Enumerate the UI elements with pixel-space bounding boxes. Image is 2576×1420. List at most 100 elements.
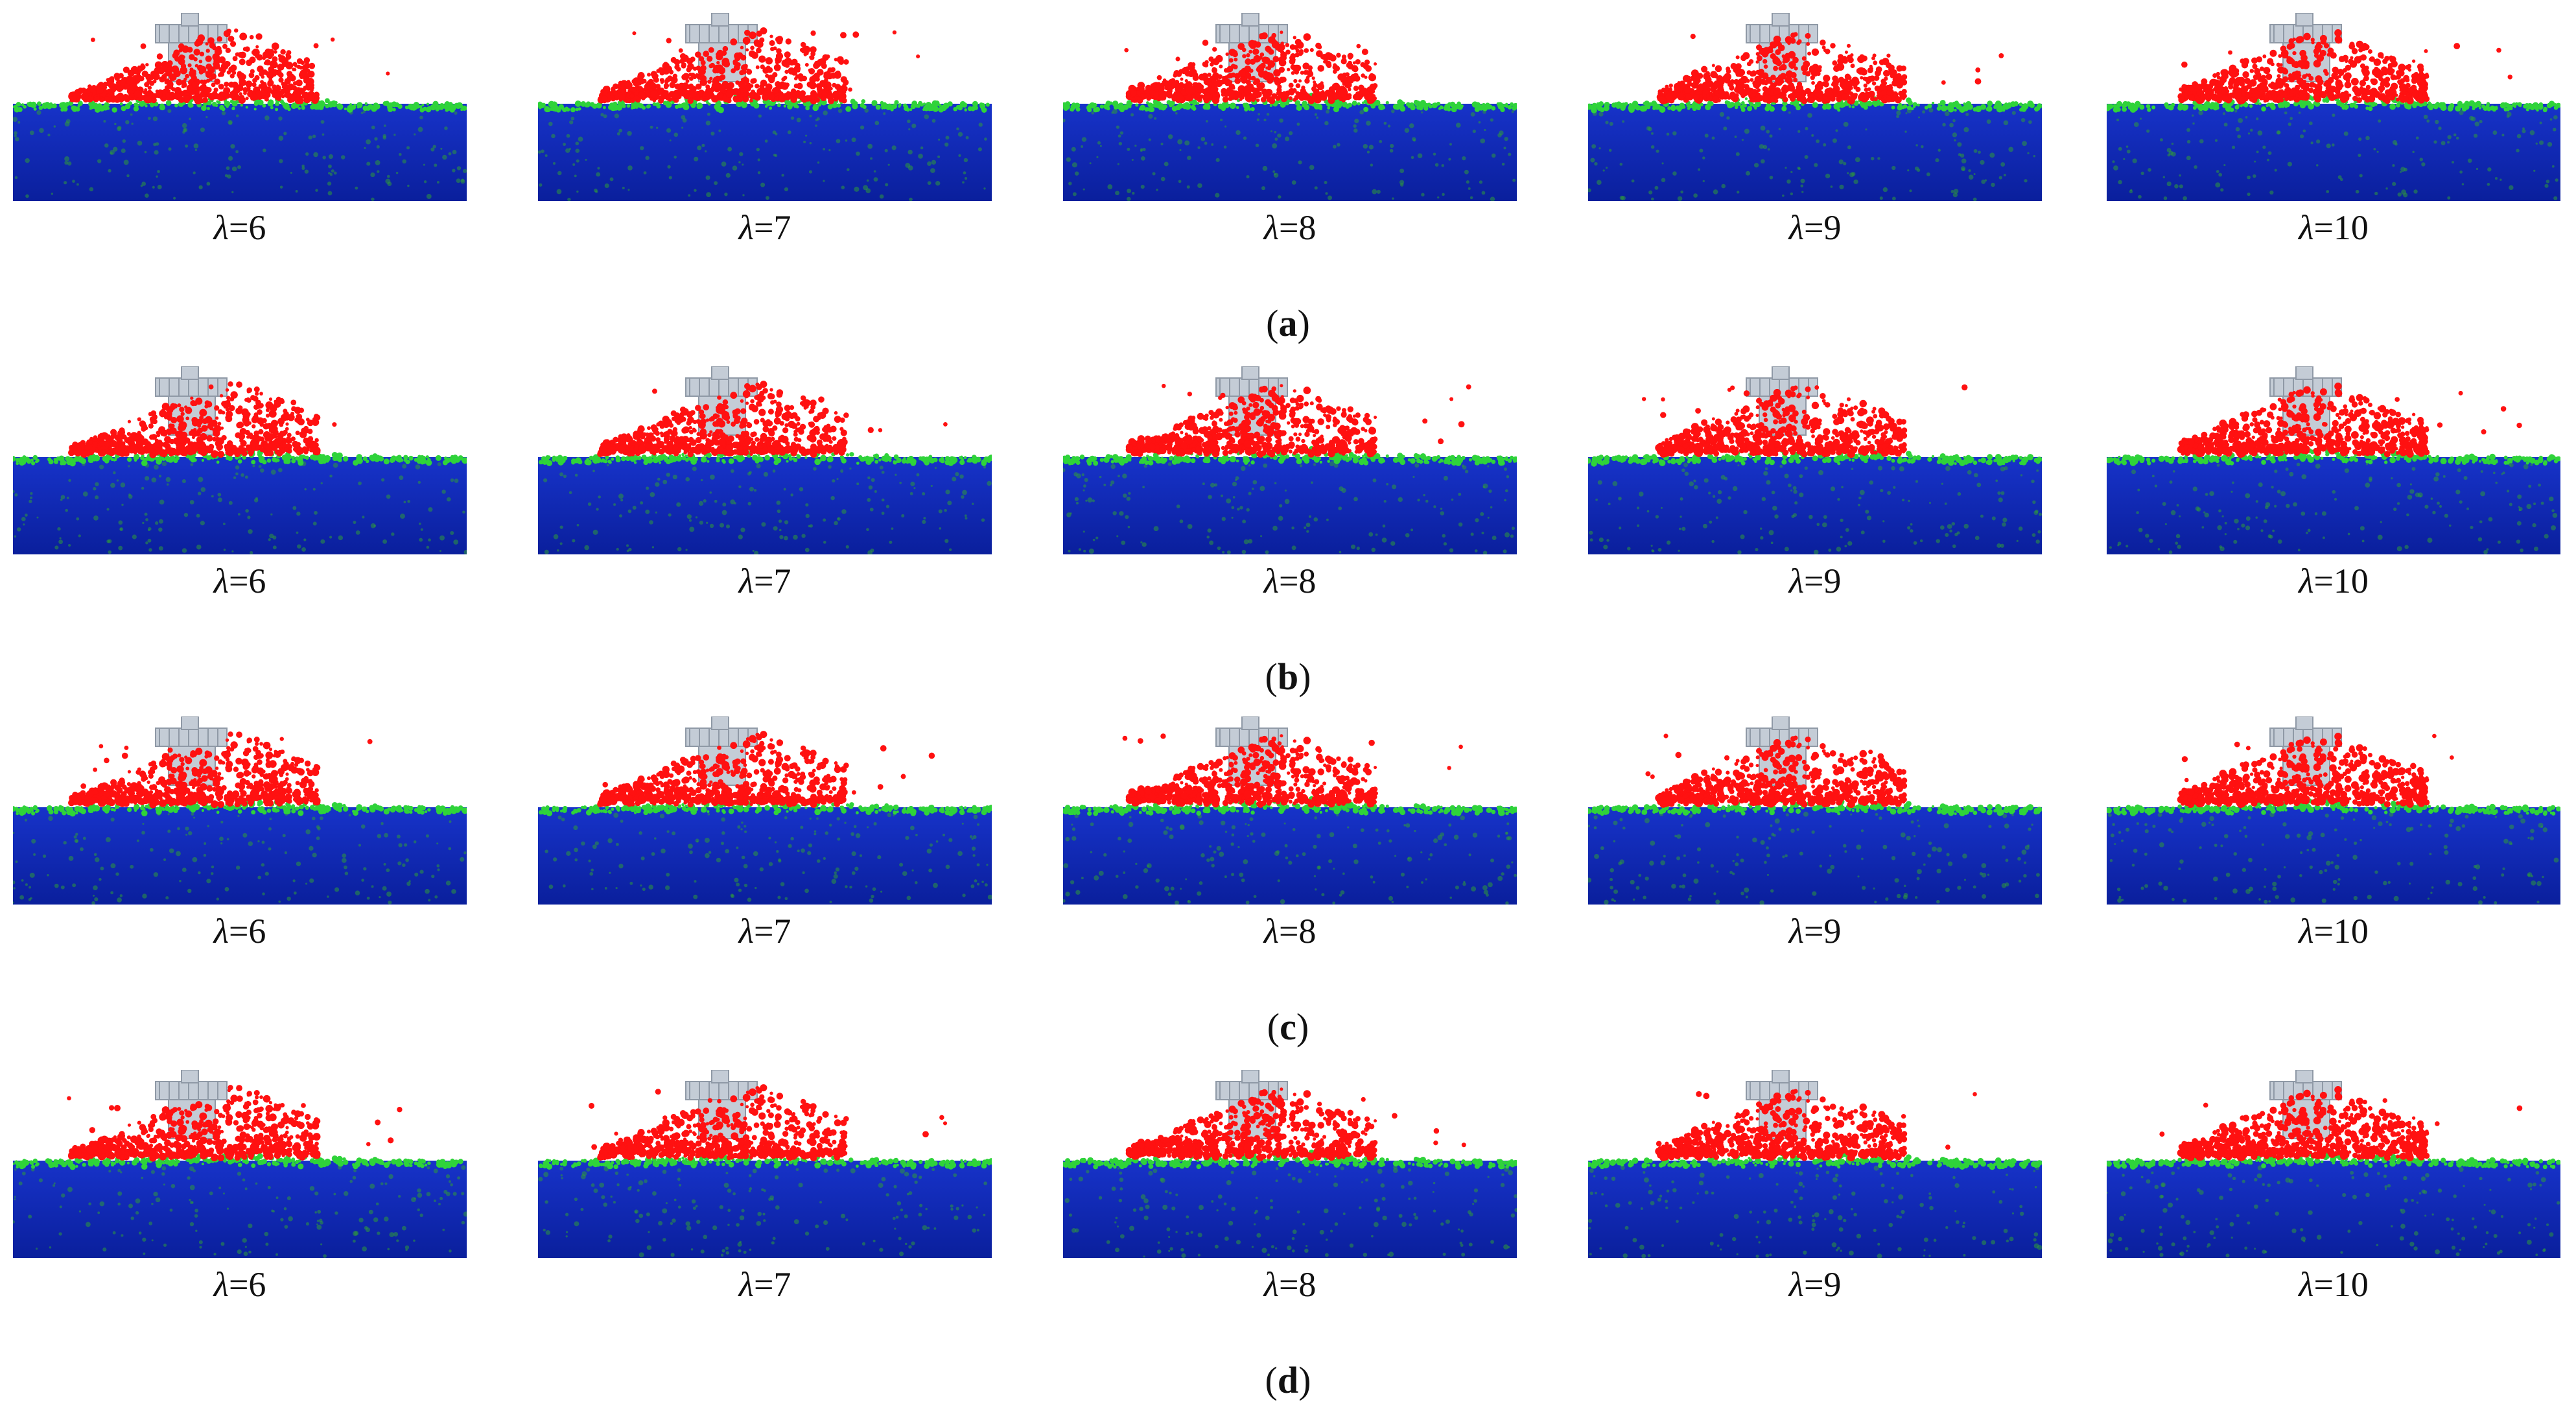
lambda-symbol: λ xyxy=(214,912,229,951)
row-caption: (a) xyxy=(0,302,2576,345)
lambda-symbol: λ xyxy=(1264,208,1279,247)
panel-label: λ=10 xyxy=(2107,561,2560,601)
lambda-value: =8 xyxy=(1279,208,1316,247)
panel-label: λ=9 xyxy=(1588,561,2042,601)
particle-simulation-image xyxy=(2107,1070,2560,1258)
figure-row-d: λ=6 λ=7 λ=8 λ=9 λ=10 xyxy=(0,1057,2576,1410)
lambda-symbol: λ xyxy=(214,208,229,247)
row-caption: (b) xyxy=(0,655,2576,698)
simulation-panel: λ=8 xyxy=(1063,13,1517,248)
lambda-symbol: λ xyxy=(739,912,754,951)
panel-label: λ=8 xyxy=(1063,207,1517,248)
simulation-panel: λ=6 xyxy=(13,366,467,600)
soil-bin xyxy=(2107,1161,2560,1258)
panel-label: λ=9 xyxy=(1588,1264,2042,1305)
lambda-symbol: λ xyxy=(214,1265,229,1304)
lambda-value: =7 xyxy=(754,1265,791,1304)
lambda-value: =10 xyxy=(2313,1265,2368,1304)
particle-simulation-image xyxy=(538,1070,992,1258)
lambda-symbol: λ xyxy=(1264,1265,1279,1304)
particle-simulation-image xyxy=(1588,716,2042,905)
soil-bin xyxy=(1588,104,2042,201)
lambda-symbol: λ xyxy=(2299,208,2313,247)
lambda-value: =7 xyxy=(754,208,791,247)
simulation-panel: λ=7 xyxy=(538,716,992,951)
lambda-symbol: λ xyxy=(2299,562,2313,600)
lambda-symbol: λ xyxy=(1789,1265,1804,1304)
panel-label: λ=8 xyxy=(1063,561,1517,601)
panel-label: λ=6 xyxy=(13,911,467,951)
lambda-value: =6 xyxy=(229,1265,266,1304)
panel-label: λ=6 xyxy=(13,1264,467,1305)
soil-bin xyxy=(1588,1161,2042,1258)
panel-label: λ=9 xyxy=(1588,207,2042,248)
figure-row-a: λ=6 λ=7 λ=8 λ=9 λ=10 xyxy=(0,0,2576,353)
simulation-panel: λ=9 xyxy=(1588,716,2042,951)
row-caption: (d) xyxy=(0,1358,2576,1402)
lambda-symbol: λ xyxy=(214,562,229,600)
simulation-panel: λ=9 xyxy=(1588,1070,2042,1305)
lambda-symbol: λ xyxy=(1789,562,1804,600)
lambda-symbol: λ xyxy=(1264,912,1279,951)
simulation-panel: λ=6 xyxy=(13,716,467,951)
row-caption-letter: a xyxy=(1279,302,1298,344)
panel-label: λ=7 xyxy=(538,911,992,951)
simulation-panel: λ=7 xyxy=(538,13,992,248)
row-caption-letter: b xyxy=(1278,656,1298,698)
lambda-symbol: λ xyxy=(739,1265,754,1304)
panel-label: λ=6 xyxy=(13,207,467,248)
particle-simulation-image xyxy=(1063,366,1517,554)
figure-row-b: λ=6 λ=7 λ=8 λ=9 λ=10 xyxy=(0,353,2576,707)
soil-bin xyxy=(538,457,992,554)
simulation-panel: λ=10 xyxy=(2107,716,2560,951)
particle-simulation-image xyxy=(13,1070,467,1258)
lambda-value: =9 xyxy=(1804,912,1841,951)
soil-bin xyxy=(1588,457,2042,554)
particle-simulation-image xyxy=(538,13,992,201)
panel-label: λ=8 xyxy=(1063,1264,1517,1305)
soil-bin xyxy=(538,807,992,905)
lambda-value: =8 xyxy=(1279,1265,1316,1304)
lambda-value: =7 xyxy=(754,562,791,600)
simulation-panel: λ=9 xyxy=(1588,366,2042,600)
panel-label: λ=7 xyxy=(538,207,992,248)
particle-simulation-image xyxy=(1588,1070,2042,1258)
lambda-symbol: λ xyxy=(2299,912,2313,951)
particle-simulation-image xyxy=(538,366,992,554)
particle-simulation-image xyxy=(13,13,467,201)
panel-label: λ=6 xyxy=(13,561,467,601)
lambda-value: =7 xyxy=(754,912,791,951)
particle-simulation-image xyxy=(2107,13,2560,201)
lambda-symbol: λ xyxy=(2299,1265,2313,1304)
row-caption-letter: d xyxy=(1278,1359,1298,1401)
soil-bin xyxy=(13,807,467,905)
soil-bin xyxy=(1063,1161,1517,1258)
lambda-symbol: λ xyxy=(1789,912,1804,951)
soil-bin xyxy=(1063,807,1517,905)
lambda-symbol: λ xyxy=(1264,562,1279,600)
lambda-value: =6 xyxy=(229,912,266,951)
soil-bin xyxy=(538,1161,992,1258)
simulation-panel: λ=8 xyxy=(1063,1070,1517,1305)
lambda-value: =8 xyxy=(1279,912,1316,951)
panel-label: λ=7 xyxy=(538,1264,992,1305)
particle-simulation-image xyxy=(1063,1070,1517,1258)
soil-bin xyxy=(1063,457,1517,554)
lambda-value: =10 xyxy=(2313,912,2368,951)
particle-simulation-image xyxy=(13,716,467,905)
lambda-value: =9 xyxy=(1804,208,1841,247)
panel-label: λ=10 xyxy=(2107,207,2560,248)
lambda-symbol: λ xyxy=(739,208,754,247)
lambda-value: =6 xyxy=(229,562,266,600)
lambda-symbol: λ xyxy=(1789,208,1804,247)
panel-label: λ=10 xyxy=(2107,1264,2560,1305)
panel-label: λ=10 xyxy=(2107,911,2560,951)
panel-label: λ=8 xyxy=(1063,911,1517,951)
particle-simulation-image xyxy=(1588,13,2042,201)
lambda-value: =8 xyxy=(1279,562,1316,600)
figure-row-c: λ=6 λ=7 λ=8 λ=9 λ=10 xyxy=(0,704,2576,1057)
soil-bin xyxy=(2107,457,2560,554)
simulation-panel: λ=9 xyxy=(1588,13,2042,248)
panel-label: λ=7 xyxy=(538,561,992,601)
soil-bin xyxy=(1063,104,1517,201)
